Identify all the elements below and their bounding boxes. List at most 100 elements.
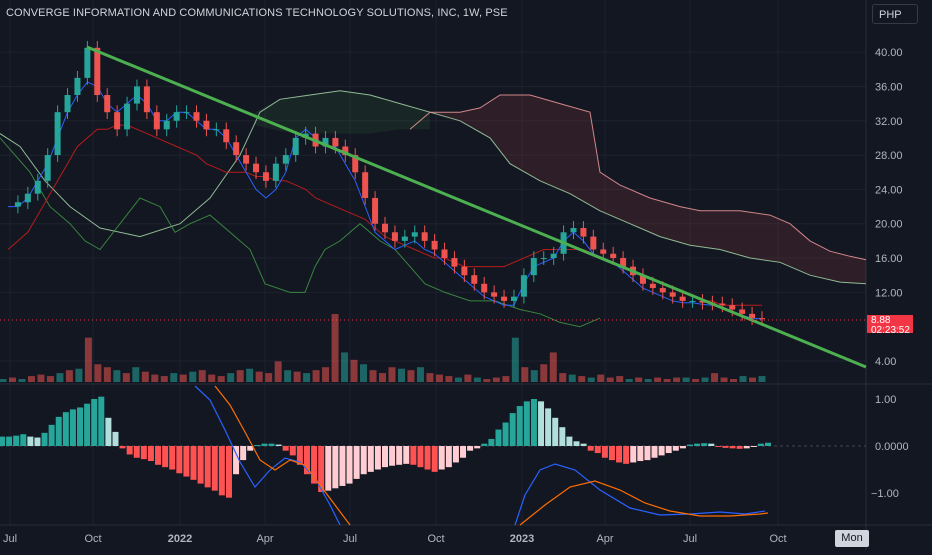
macd-hist-bar	[382, 446, 388, 468]
macd-hist-bar	[573, 441, 580, 446]
volume-bar	[322, 367, 330, 382]
macd-hist-bar	[311, 446, 318, 484]
candle-body	[679, 296, 686, 301]
volume-bar	[502, 376, 510, 382]
macd-hist-bar	[353, 446, 360, 479]
volume-bar	[27, 376, 35, 382]
macd-hist-bar	[225, 446, 232, 498]
volume-bar	[606, 377, 614, 382]
candle-body	[213, 129, 220, 131]
candle-body	[659, 288, 666, 293]
volume-bar	[549, 352, 557, 382]
candle-body	[461, 266, 468, 276]
candle-body	[34, 180, 41, 194]
macd-hist-bar	[686, 444, 693, 446]
macd-hist-bar	[197, 446, 204, 484]
macd-hist-bar	[13, 435, 20, 446]
candle-body	[491, 292, 498, 297]
candle-body	[550, 253, 557, 259]
volume-bar	[160, 376, 168, 382]
volume-bar	[644, 379, 652, 382]
volume-bar	[246, 368, 254, 382]
candle-body	[570, 228, 577, 233]
macd-hist-bar	[296, 446, 303, 465]
macd-hist-bar	[332, 446, 339, 489]
ichimoku-cloud-bearish	[430, 95, 866, 284]
volume-bar	[388, 367, 396, 382]
macd-axis-label: 0.0000	[875, 441, 909, 453]
candle-body	[719, 303, 726, 306]
candle-body	[471, 275, 478, 284]
volume-bar	[341, 352, 349, 382]
candle-body	[24, 193, 31, 203]
volume-bars	[0, 314, 766, 382]
candle-body	[530, 258, 537, 276]
macd-hist-bar	[396, 446, 403, 465]
macd-hist-bar	[530, 399, 537, 446]
volume-bar	[46, 376, 54, 382]
volume-bar	[663, 379, 671, 382]
macd-hist-bar	[346, 446, 353, 484]
candle-body	[94, 47, 101, 96]
candle-body	[421, 232, 428, 241]
macd-hist-bar	[0, 436, 5, 446]
macd-hist-bar	[183, 446, 190, 477]
volume-bar	[331, 314, 339, 382]
volume-bar	[711, 373, 719, 382]
volume-bar	[170, 373, 178, 382]
macd-hist-bar	[445, 446, 452, 468]
macd-axis-label: −1.00	[871, 488, 899, 500]
volume-bar	[559, 373, 567, 382]
candle-body	[203, 120, 210, 130]
volume-bar	[654, 377, 662, 382]
price-axis-label: 24.00	[875, 184, 903, 196]
macd-histogram	[0, 396, 771, 498]
volume-bar	[454, 377, 462, 382]
macd-hist-bar	[367, 446, 374, 472]
macd-hist-bar	[694, 443, 701, 446]
macd-hist-bar	[481, 443, 488, 446]
ichimoku-cloud-bullish	[255, 90, 430, 134]
macd-hist-bar	[91, 399, 98, 446]
volume-bar	[758, 376, 766, 382]
macd-hist-bar	[750, 446, 757, 447]
macd-hist-bar	[176, 446, 183, 474]
macd-axis-label: 1.00	[875, 394, 896, 406]
volume-bar	[255, 371, 263, 382]
candle-body	[104, 95, 111, 113]
candle-body	[84, 47, 91, 78]
volume-bar	[749, 377, 757, 382]
macd-hist-bar	[261, 443, 268, 446]
candle-body	[739, 309, 746, 314]
candle-body	[173, 112, 180, 121]
price-axis-label: 36.00	[875, 81, 903, 93]
volume-bar	[369, 370, 377, 382]
candle-body	[501, 296, 508, 301]
volume-bar	[350, 359, 358, 382]
volume-bar	[360, 364, 368, 382]
macd-hist-bar	[169, 446, 176, 470]
candle-body	[391, 232, 398, 241]
macd-hist-bar	[523, 401, 530, 446]
time-axis-label: Jul	[3, 533, 17, 545]
volume-bar	[217, 376, 225, 382]
candle-body	[451, 258, 458, 267]
volume-bar	[151, 374, 159, 382]
volume-bar	[189, 371, 197, 382]
macd-hist-bar	[282, 446, 289, 451]
lagging-span-line	[0, 137, 601, 328]
macd-hist-bar	[268, 443, 275, 446]
candle-body	[54, 112, 61, 156]
volume-bar	[587, 377, 595, 382]
volume-bar	[682, 377, 690, 382]
currency-button[interactable]: PHP	[872, 4, 918, 24]
volume-bar	[435, 374, 443, 382]
volume-bar	[141, 371, 149, 382]
candle-body	[689, 300, 696, 302]
candles	[14, 40, 765, 326]
candle-body	[282, 155, 289, 164]
macd-hist-bar	[623, 446, 630, 464]
time-cursor-label[interactable]: Mon	[835, 530, 869, 547]
